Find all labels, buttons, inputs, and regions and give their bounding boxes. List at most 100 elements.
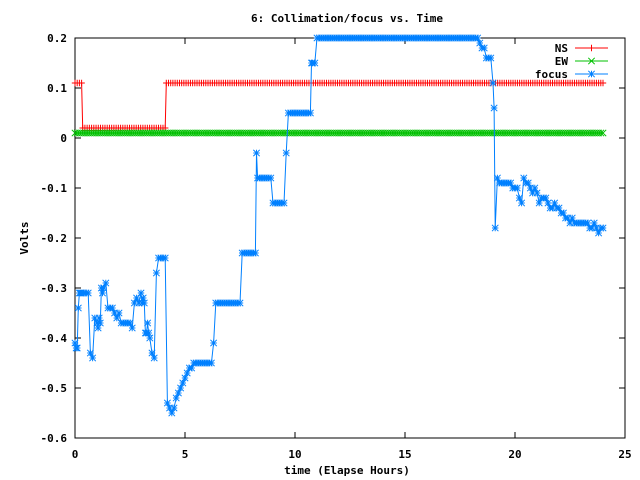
data-point: [150, 354, 158, 362]
data-point: [544, 199, 552, 207]
y-tick-label: -0.4: [41, 332, 68, 345]
data-point: [507, 179, 515, 187]
x-axis-label: time (Elapse Hours): [284, 464, 410, 477]
data-point: [135, 299, 143, 307]
data-point: [476, 39, 484, 47]
data-point: [595, 229, 603, 237]
data-point: [480, 44, 488, 52]
data-point: [564, 214, 572, 222]
data-point: [115, 309, 123, 317]
data-point: [520, 174, 528, 182]
data-point: [71, 339, 79, 347]
data-point: [252, 149, 261, 157]
data-point: [74, 304, 82, 312]
data-point: [599, 129, 607, 137]
x-tick-label: 10: [288, 448, 301, 461]
x-axis: 0 5 10 15 20 25: [72, 38, 632, 461]
data-point: [140, 299, 148, 307]
y-tick-label: -0.1: [41, 182, 68, 195]
data-point: [100, 284, 108, 292]
data-point: [490, 104, 498, 112]
data-point: [590, 219, 598, 227]
data-point: [210, 339, 218, 347]
data-point: [177, 384, 185, 392]
data-point: [98, 289, 107, 297]
legend-marker: [588, 44, 595, 52]
data-point: [84, 289, 92, 297]
y-tick-label: -0.6: [41, 432, 68, 445]
data-point: [126, 319, 134, 327]
data-point: [531, 184, 539, 192]
data-point: [236, 299, 244, 307]
data-point: [489, 79, 497, 87]
data-point: [93, 319, 101, 327]
data-point: [526, 184, 534, 192]
data-point: [183, 369, 191, 377]
data-point: [111, 309, 119, 317]
data-point: [181, 374, 189, 382]
x-tick-label: 15: [398, 448, 411, 461]
x-tick-label: 5: [182, 448, 189, 461]
y-tick-label: 0: [60, 132, 67, 145]
data-point: [145, 329, 153, 337]
data-point: [597, 129, 605, 137]
data-point: [139, 294, 147, 302]
data-point: [144, 319, 152, 327]
data-point: [515, 194, 523, 202]
data-point: [311, 59, 319, 67]
data-point: [163, 399, 171, 407]
series-layer: [71, 34, 607, 417]
data-point: [73, 344, 81, 352]
data-point: [188, 364, 196, 372]
y-tick-label: 0.2: [47, 32, 67, 45]
data-point: [86, 349, 94, 357]
data-point: [493, 174, 501, 182]
data-point: [568, 214, 576, 222]
data-point: [152, 269, 160, 277]
legend-label: EW: [555, 55, 569, 68]
legend-label: focus: [535, 68, 568, 81]
data-point: [166, 404, 174, 412]
data-point: [168, 409, 176, 417]
chart-title: 6: Collimation/focus vs. Time: [251, 12, 443, 25]
data-point: [174, 389, 182, 397]
series-ns: [71, 79, 607, 132]
data-point: [137, 289, 145, 297]
y-tick-label: 0.1: [47, 82, 67, 95]
data-point: [133, 294, 141, 302]
data-point: [551, 199, 559, 207]
data-point: [95, 314, 103, 322]
legend-label: NS: [555, 42, 568, 55]
data-point: [529, 189, 537, 197]
data-point: [513, 184, 521, 192]
data-point: [251, 249, 259, 257]
data-point: [128, 324, 136, 332]
data-point: [89, 354, 97, 362]
data-point: [491, 224, 499, 232]
data-point: [146, 334, 154, 342]
data-point: [170, 404, 178, 412]
y-axis-label: Volts: [18, 221, 31, 254]
legend-marker: [587, 57, 596, 65]
data-point: [130, 299, 138, 307]
data-point: [584, 219, 592, 227]
x-tick-label: 0: [72, 448, 79, 461]
data-point: [474, 34, 482, 42]
y-tick-label: -0.3: [41, 282, 68, 295]
data-point: [588, 224, 596, 232]
data-point: [282, 149, 290, 157]
data-point: [542, 194, 550, 202]
data-point: [555, 204, 563, 212]
plot-frame: [74, 37, 626, 439]
data-point: [533, 189, 541, 197]
series-focus: [71, 34, 607, 417]
data-point: [280, 199, 288, 207]
data-point: [599, 224, 607, 232]
data-point: [102, 279, 110, 287]
data-point: [94, 324, 102, 332]
x-tick-label: 25: [618, 448, 631, 461]
data-point: [91, 314, 99, 322]
data-point: [592, 224, 600, 232]
data-point: [207, 359, 215, 367]
